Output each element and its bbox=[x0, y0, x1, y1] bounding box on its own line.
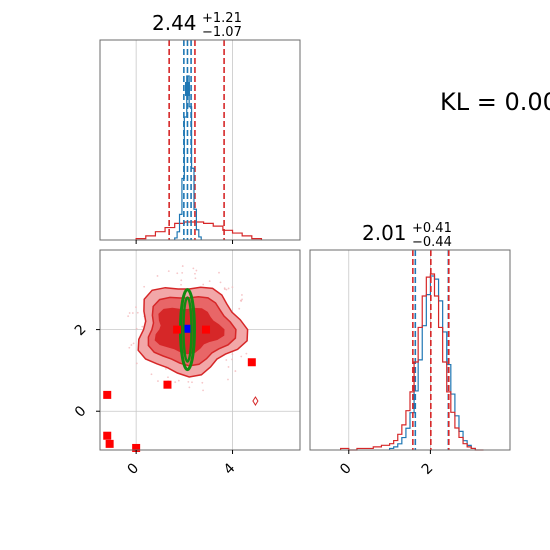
scatter-cloud-point bbox=[240, 355, 243, 358]
blue-center-point bbox=[184, 324, 191, 333]
red-outlier-diamond bbox=[252, 396, 259, 406]
histogram-step-red-top-left bbox=[135, 221, 263, 240]
scatter-cloud-point bbox=[143, 285, 146, 288]
panel-title-upper-param0: +1.21 bbox=[202, 11, 242, 26]
scatter-cloud-point bbox=[135, 327, 138, 330]
x-tick-label-0-bottom-right: 0 bbox=[337, 460, 355, 478]
scatter-cloud-point bbox=[219, 281, 222, 284]
panel-frame-bottom-left bbox=[99, 249, 301, 451]
scatter-cloud-point bbox=[174, 381, 177, 384]
scatter-cloud-point bbox=[241, 298, 243, 301]
scatter-cloud-point bbox=[238, 307, 241, 310]
red-scatter-point-5 bbox=[247, 358, 256, 367]
kl-annotation: KL = 0.00 bbox=[440, 88, 550, 116]
scatter-cloud-point bbox=[128, 346, 131, 349]
marks-layer bbox=[103, 40, 484, 452]
scatter-cloud-point bbox=[130, 344, 133, 346]
scatter-cloud-point bbox=[201, 381, 204, 384]
x-tick-label-0-bottom-left: 0 bbox=[125, 460, 143, 478]
panel-frame-bottom-right bbox=[309, 249, 511, 451]
scatter-cloud-point bbox=[231, 286, 234, 289]
scatter-cloud-point bbox=[191, 381, 193, 384]
scatter-cloud-point bbox=[177, 379, 180, 382]
scatter-cloud-point bbox=[131, 312, 134, 314]
scatter-cloud-point bbox=[167, 270, 170, 273]
scatter-cloud-point bbox=[136, 311, 139, 314]
scatter-cloud-point bbox=[127, 315, 130, 318]
red-scatter-point-7 bbox=[202, 325, 211, 334]
scatter-cloud-point bbox=[223, 288, 226, 290]
panel-title-median-param1: 2.01 bbox=[362, 221, 407, 245]
scatter-cloud-point bbox=[157, 380, 159, 382]
scatter-cloud-point bbox=[192, 267, 195, 270]
scatter-cloud-point bbox=[241, 294, 243, 296]
scatter-cloud-point bbox=[135, 362, 138, 365]
histogram-step-red-bottom-right bbox=[340, 273, 484, 451]
panel-title-lower-param1: −0.44 bbox=[412, 235, 452, 250]
scatter-cloud-point bbox=[225, 288, 228, 291]
scatter-cloud-point bbox=[165, 367, 167, 370]
scatter-cloud-point bbox=[150, 373, 153, 376]
scatter-cloud-point bbox=[181, 265, 184, 267]
scatter-cloud-point bbox=[195, 269, 198, 272]
scatter-cloud-point bbox=[240, 300, 243, 302]
scatter-cloud-point bbox=[227, 378, 229, 381]
scatter-cloud-point bbox=[176, 272, 179, 275]
red-scatter-point-6 bbox=[173, 325, 182, 334]
scatter-cloud-point bbox=[180, 279, 183, 282]
y-tick-label-2-bottom-left: 2 bbox=[72, 321, 90, 339]
scatter-cloud-point bbox=[245, 352, 248, 355]
scatter-cloud-point bbox=[234, 370, 237, 372]
scatter-cloud-point bbox=[227, 287, 230, 290]
grid-layer bbox=[100, 40, 431, 450]
scatter-cloud-point bbox=[167, 376, 169, 379]
green-contour-inner bbox=[182, 296, 193, 363]
panel-title-median-param0: 2.44 bbox=[152, 11, 197, 35]
scatter-cloud-point bbox=[202, 389, 204, 392]
x-tick-label-4-bottom-left: 4 bbox=[221, 460, 239, 478]
scatter-cloud-point bbox=[181, 271, 184, 274]
red-scatter-point-2 bbox=[105, 439, 114, 448]
scatter-cloud-point bbox=[194, 277, 197, 280]
panel-title-upper-param1: +0.41 bbox=[412, 221, 452, 236]
panel-title-lower-param0: −1.07 bbox=[202, 25, 242, 40]
red-scatter-point-1 bbox=[103, 431, 112, 440]
scatter-cloud-point bbox=[208, 280, 211, 283]
scatter-cloud-point bbox=[132, 342, 135, 345]
scatter-cloud-point bbox=[187, 380, 190, 383]
scatter-cloud-point bbox=[135, 306, 137, 309]
red-scatter-point-3 bbox=[132, 443, 141, 452]
x-tick-label-2-bottom-right: 2 bbox=[419, 460, 437, 478]
scatter-cloud-point bbox=[231, 358, 233, 361]
scatter-cloud-point bbox=[231, 353, 234, 356]
red-scatter-point-4 bbox=[163, 380, 172, 389]
frames-layer bbox=[96, 39, 511, 454]
panel-frame-top-left bbox=[99, 39, 301, 241]
scatter-cloud-point bbox=[188, 386, 191, 389]
scatter-cloud-point bbox=[225, 359, 228, 361]
y-tick-label-0-bottom-left: 0 bbox=[72, 403, 90, 421]
scatter-cloud-point bbox=[194, 272, 196, 275]
scatter-cloud-point bbox=[218, 271, 220, 274]
scatter-cloud-point bbox=[227, 366, 230, 368]
scatter-cloud-point bbox=[156, 275, 159, 277]
scatter-cloud-point bbox=[128, 312, 131, 314]
text-layer: 2.44 +1.21−1.07 0 4 0 2 0 2 2.01 +0.41−0.44 bbox=[72, 11, 452, 478]
scatter-cloud-point bbox=[202, 283, 205, 286]
red-scatter-point-0 bbox=[103, 390, 112, 399]
histogram-step-blue-bottom-right bbox=[388, 275, 476, 450]
blue-peak-marker bbox=[184, 82, 190, 96]
scatter-cloud-point bbox=[141, 325, 144, 328]
scatter-cloud-point bbox=[180, 283, 182, 286]
